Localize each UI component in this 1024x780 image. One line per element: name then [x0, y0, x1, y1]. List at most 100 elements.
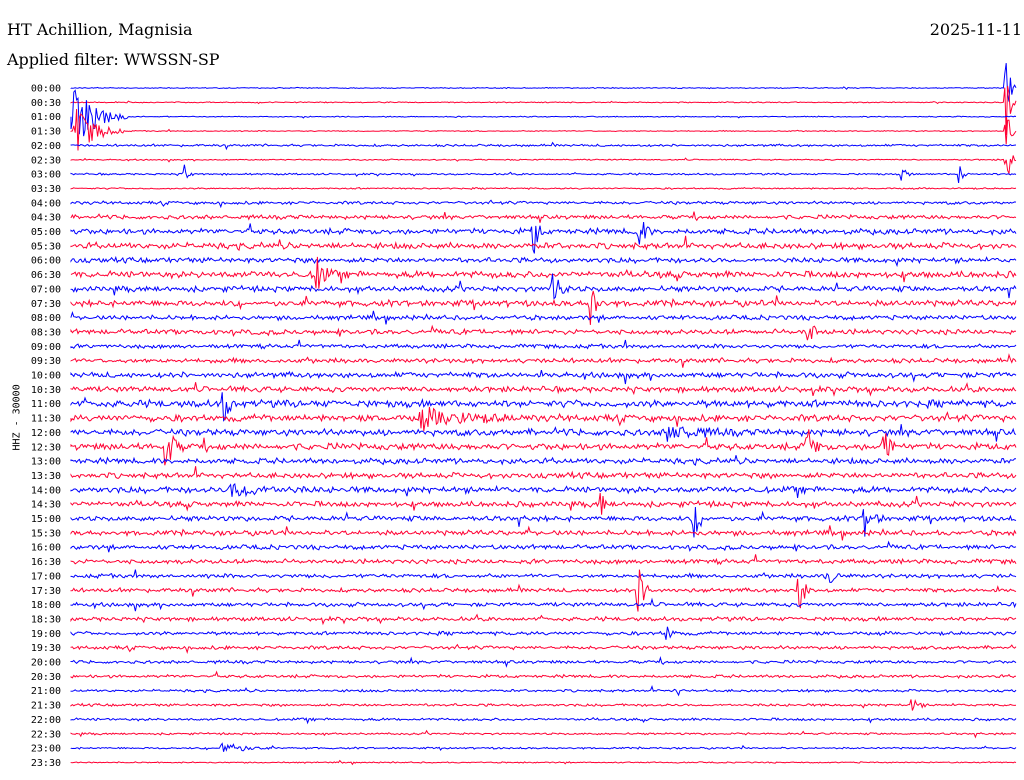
trace-0830 [70, 324, 1017, 341]
trace-0200 [70, 141, 1017, 151]
row-time-label: 14:00 [31, 485, 61, 496]
trace-0400 [70, 199, 1017, 209]
row-time-label: 22:00 [31, 715, 61, 726]
row-time-label: 05:30 [31, 241, 61, 252]
row-time-label: 15:00 [31, 514, 61, 525]
trace-0630 [70, 256, 1017, 289]
row-time-label: 15:30 [31, 528, 61, 539]
trace-1930 [70, 643, 1017, 655]
row-time-label: 18:00 [31, 600, 61, 611]
row-time-label: 04:00 [31, 198, 61, 209]
row-time-label: 05:00 [31, 227, 61, 238]
row-time-label: 12:30 [31, 442, 61, 453]
row-time-label: 04:30 [31, 213, 61, 224]
row-time-label: 01:30 [31, 127, 61, 138]
trace-0800 [70, 310, 1017, 325]
row-time-label: 00:30 [31, 98, 61, 109]
trace-0900 [70, 339, 1017, 350]
trace-1200 [70, 424, 1017, 442]
row-time-label: 12:00 [31, 428, 61, 439]
row-time-label: 06:00 [31, 256, 61, 267]
trace-0730 [70, 290, 1017, 325]
row-time-label: 20:30 [31, 672, 61, 683]
trace-0000 [70, 63, 1017, 102]
trace-0300 [70, 164, 1017, 183]
row-time-label: 16:30 [31, 557, 61, 568]
row-time-label: 07:30 [31, 299, 61, 310]
trace-1230 [70, 429, 1017, 466]
row-time-label: 00:00 [31, 84, 61, 95]
trace-1900 [70, 626, 1017, 640]
row-time-label: 19:00 [31, 629, 61, 640]
trace-0530 [70, 235, 1017, 252]
trace-1430 [70, 492, 1017, 515]
row-time-label: 06:30 [31, 270, 61, 281]
trace-1500 [70, 506, 1017, 538]
date-label: 2025-11-11 [929, 20, 1022, 39]
row-time-label: 09:30 [31, 356, 61, 367]
row-time-label: 17:30 [31, 586, 61, 597]
trace-0330 [70, 186, 1017, 191]
trace-2230 [70, 729, 1017, 739]
trace-2300 [70, 742, 1017, 752]
row-time-label: 01:00 [31, 112, 61, 123]
row-time-label: 23:30 [31, 758, 61, 769]
row-time-label: 08:30 [31, 327, 61, 338]
row-time-label: 13:30 [31, 471, 61, 482]
trace-2000 [70, 655, 1017, 668]
row-time-label: 08:00 [31, 313, 61, 324]
row-time-label: 02:30 [31, 155, 61, 166]
row-time-label: 21:30 [31, 701, 61, 712]
row-time-label: 21:00 [31, 686, 61, 697]
row-time-label: 13:00 [31, 457, 61, 468]
trace-1330 [70, 466, 1017, 480]
trace-1800 [70, 597, 1017, 612]
trace-1000 [70, 369, 1017, 385]
trace-1700 [70, 569, 1017, 584]
trace-1530 [70, 525, 1017, 541]
row-time-label: 11:00 [31, 399, 61, 410]
trace-1400 [70, 483, 1017, 498]
row-time-label: 14:30 [31, 500, 61, 511]
trace-2330 [70, 759, 1017, 766]
row-time-label: 17:00 [31, 571, 61, 582]
trace-0100 [70, 89, 1017, 137]
trace-1030 [70, 382, 1017, 397]
row-time-label: 22:30 [31, 729, 61, 740]
trace-0030 [70, 85, 1017, 136]
row-time-label: 07:00 [31, 284, 61, 295]
trace-1100 [70, 392, 1017, 422]
trace-0500 [70, 222, 1017, 254]
trace-1600 [70, 540, 1017, 553]
trace-2030 [70, 670, 1016, 679]
trace-2200 [70, 717, 1017, 725]
trace-0130 [70, 108, 1017, 151]
row-time-label: 10:30 [31, 385, 61, 396]
trace-1130 [70, 406, 1017, 432]
station-title: HT Achillion, Magnisia [7, 20, 193, 39]
trace-0230 [70, 155, 1017, 176]
row-time-label: 11:30 [31, 414, 61, 425]
trace-0930 [70, 353, 1017, 368]
row-time-label: 19:30 [31, 643, 61, 654]
row-time-label: 10:00 [31, 371, 61, 382]
trace-0600 [70, 255, 1017, 268]
trace-0430 [70, 211, 1017, 223]
row-time-label: 03:30 [31, 184, 61, 195]
row-time-label: 09:00 [31, 342, 61, 353]
row-time-label: 18:30 [31, 614, 61, 625]
filter-label: Applied filter: WWSSN-SP [7, 50, 220, 69]
trace-1630 [70, 554, 1017, 566]
trace-1300 [70, 455, 1016, 467]
row-time-label: 16:00 [31, 543, 61, 554]
trace-2130 [70, 699, 1017, 711]
row-time-label: 20:00 [31, 658, 61, 669]
trace-0700 [70, 273, 1017, 300]
trace-1730 [70, 569, 1017, 612]
trace-2100 [70, 684, 1017, 697]
trace-1830 [70, 613, 1017, 626]
row-time-label: 23:00 [31, 744, 61, 755]
row-time-label: 02:00 [31, 141, 61, 152]
row-time-label: 03:00 [31, 170, 61, 181]
